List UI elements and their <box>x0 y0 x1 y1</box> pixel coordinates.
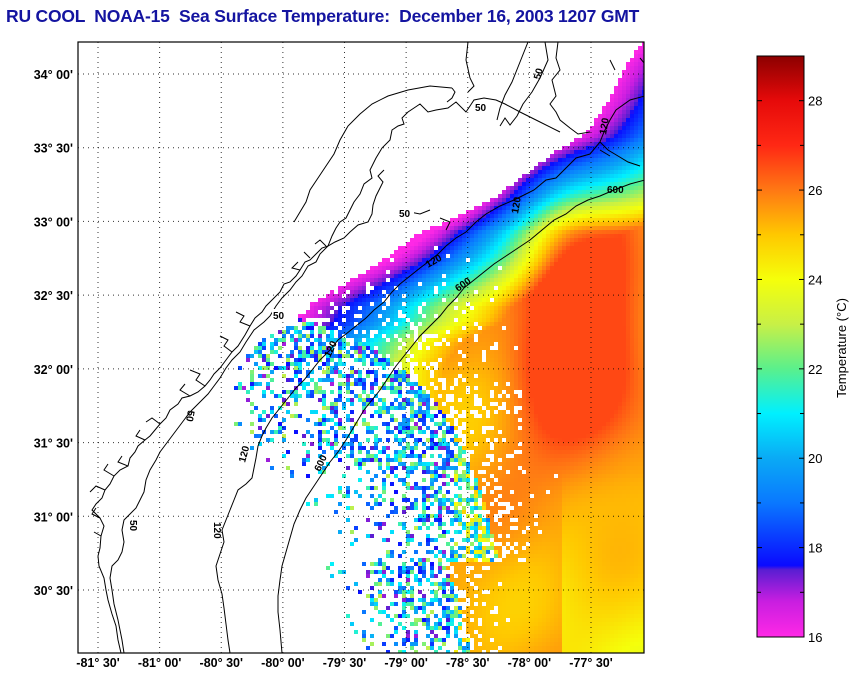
y-tick-label: 31° 30' <box>34 437 73 451</box>
x-tick-label: -77° 30' <box>569 656 612 670</box>
plot-frame <box>77 41 645 654</box>
contour-label-600: 600 <box>607 185 624 196</box>
x-tick-label: -80° 30' <box>200 656 243 670</box>
graticule <box>78 42 644 653</box>
y-tick-label: 30° 30' <box>34 584 73 598</box>
y-tick-label: 31° 00' <box>34 510 73 524</box>
y-axis-ticks: 34° 00' 33° 30' 33° 00' 32° 30' 32° 00' 31° 3… <box>34 68 73 598</box>
contour-label-50: 50 <box>273 311 285 322</box>
contour-label-120: 120 <box>598 117 612 136</box>
colorbar-label: Temperature (°C) <box>834 298 849 398</box>
colorbar-tick-label: 20 <box>808 451 822 466</box>
colorbar-tick-label: 18 <box>808 541 822 556</box>
sst-raster <box>234 42 644 653</box>
contour-label-50: 50 <box>532 67 546 81</box>
coastline-estuaries <box>89 239 327 537</box>
x-tick-label: -81° 30' <box>76 656 119 670</box>
isobath-120m <box>215 95 644 653</box>
y-tick-label: 34° 00' <box>34 68 73 82</box>
colorbar-ticks: 16 18 20 22 24 26 28 <box>757 94 822 645</box>
x-tick-label: -80° 00' <box>261 656 304 670</box>
contour-label-50: 50 <box>127 520 138 532</box>
x-axis-ticks: -81° 30' -81° 00' -80° 30' -80° 00' -79° 30'… <box>76 656 612 670</box>
isobath-600m <box>277 179 644 653</box>
colorbar-tick-label: 16 <box>808 630 822 645</box>
colorbar-tick-label: 28 <box>808 94 822 109</box>
contour-label-50: 50 <box>475 103 487 114</box>
y-tick-label: 33° 00' <box>34 215 73 229</box>
y-tick-label: 32° 00' <box>34 363 73 377</box>
colorbar-frame <box>756 55 805 638</box>
x-tick-label: -81° 00' <box>138 656 181 670</box>
y-tick-label: 32° 30' <box>34 289 73 303</box>
colorbar: 16 18 20 22 24 26 28 Temperature (°C) <box>756 55 849 645</box>
isobath-50m-outer <box>293 85 453 223</box>
contour-label-120: 120 <box>510 196 524 215</box>
colorbar-tick-label: 24 <box>808 272 822 287</box>
chart-title: RU COOL NOAA-15 Sea Surface Temperature:… <box>6 6 640 26</box>
colorbar-fill <box>757 56 804 637</box>
y-tick-label: 33° 30' <box>34 142 73 156</box>
x-tick-label: -79° 00' <box>384 656 427 670</box>
x-tick-label: -78° 30' <box>446 656 489 670</box>
isobath-50m <box>109 42 644 653</box>
colorbar-tick-label: 26 <box>808 183 822 198</box>
colorbar-tick-label: 22 <box>808 362 822 377</box>
x-tick-label: -78° 00' <box>508 656 551 670</box>
contour-label-120: 120 <box>237 444 252 463</box>
contour-label-50: 50 <box>399 209 411 220</box>
x-tick-label: -79° 30' <box>323 656 366 670</box>
contour-label-50: 50 <box>183 409 196 422</box>
coastline <box>91 42 549 653</box>
contour-label-120: 120 <box>211 522 222 539</box>
